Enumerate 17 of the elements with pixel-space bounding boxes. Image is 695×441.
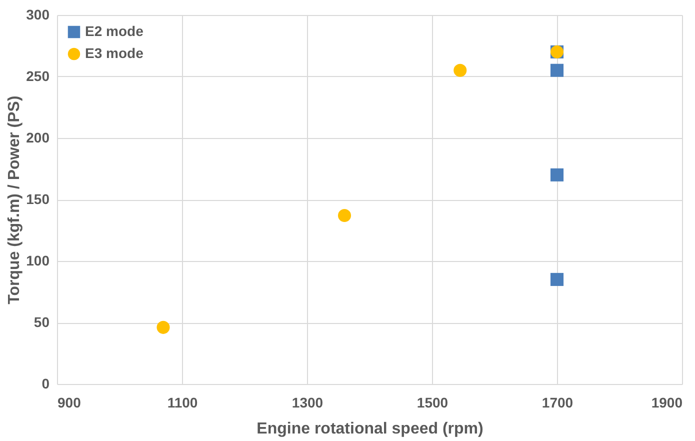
y-tick-label: 250 <box>26 68 50 84</box>
y-tick-label: 200 <box>26 130 50 146</box>
x-tick-label: 1300 <box>292 394 324 410</box>
x-tick-label: 900 <box>58 394 82 410</box>
y-tick-label: 50 <box>34 314 50 330</box>
y-tick-label: 300 <box>26 6 50 22</box>
y-axis-title: Torque (kgf.m) / Power (PS) <box>6 96 24 304</box>
x-tick-label: 1700 <box>542 394 574 410</box>
x-tick-label: 1500 <box>416 394 448 410</box>
legend-label: E2 mode <box>85 23 144 39</box>
y-tick-label: 100 <box>26 252 50 268</box>
y-tick-label: 0 <box>42 376 50 392</box>
x-tick-label: 1100 <box>167 394 198 410</box>
x-tick-label: 1900 <box>651 394 683 410</box>
x-axis-title: Engine rotational speed (rpm) <box>256 420 484 438</box>
y-tick-label: 150 <box>26 191 50 207</box>
legend-label: E3 mode <box>85 45 144 61</box>
